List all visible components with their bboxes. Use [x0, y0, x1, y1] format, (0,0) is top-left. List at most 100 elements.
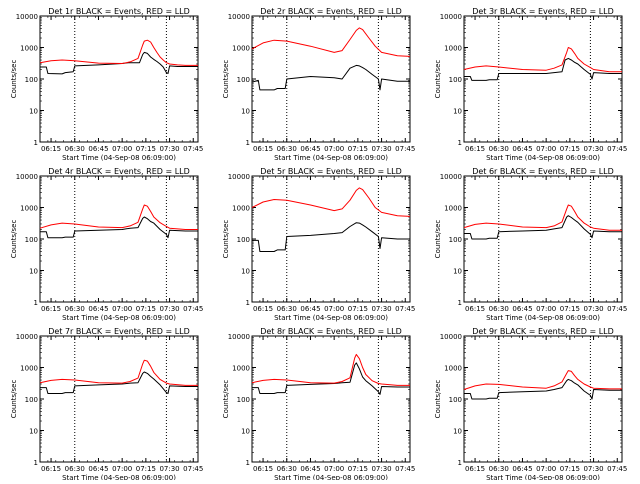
series-line-red	[251, 353, 410, 386]
x-tick-label: 07:45	[395, 305, 415, 313]
x-tick-label: 06:45	[300, 465, 320, 473]
series-line-red	[39, 39, 198, 66]
y-tick-label: 100	[25, 396, 38, 404]
y-tick-label: 1000	[232, 365, 250, 373]
x-axis-label: Start Time (04-Sep-08 06:09:00)	[62, 154, 176, 162]
y-tick-label: 1000	[232, 45, 250, 53]
y-axis-label: Counts/sec	[434, 60, 442, 99]
x-tick-label: 07:00	[536, 145, 556, 153]
series-line-black	[464, 215, 622, 240]
x-tick-label: 06:45	[88, 305, 108, 313]
x-tick-label: 06:30	[277, 465, 297, 473]
x-tick-label: 06:15	[253, 305, 273, 313]
y-axis-label: Counts/sec	[434, 220, 442, 259]
panel-8: Det 8r BLACK = Events, RED = LLD 1 10 100 10…	[222, 327, 415, 482]
y-axis-label: Counts/sec	[434, 380, 442, 419]
x-tick-label: 07:45	[183, 465, 203, 473]
x-tick-label: 06:45	[88, 145, 108, 153]
series-line-black	[40, 216, 198, 239]
x-tick-label: 06:45	[512, 305, 532, 313]
x-tick-label: 07:15	[348, 145, 368, 153]
x-tick-label: 07:00	[324, 465, 344, 473]
x-tick-label: 07:15	[136, 145, 156, 153]
panel-7: Det 7r BLACK = Events, RED = LLD 1 10 100 10…	[10, 327, 203, 482]
x-tick-label: 07:30	[159, 305, 179, 313]
x-tick-label: 06:45	[512, 145, 532, 153]
x-tick-label: 07:45	[395, 465, 415, 473]
y-axis-label: Counts/sec	[10, 220, 18, 259]
x-tick-label: 07:45	[607, 465, 627, 473]
x-axis-label: Start Time (04-Sep-08 06:09:00)	[274, 314, 388, 322]
y-tick-label: 1	[458, 299, 462, 307]
x-tick-label: 07:30	[371, 465, 391, 473]
y-tick-label: 1000	[20, 365, 38, 373]
x-tick-label: 06:15	[465, 305, 485, 313]
x-tick-label: 07:15	[348, 305, 368, 313]
x-tick-label: 06:30	[489, 305, 509, 313]
series-line-black	[40, 371, 198, 394]
y-tick-label: 10000	[16, 173, 38, 181]
panel-title: Det 1r BLACK = Events, RED = LLD	[48, 7, 190, 16]
x-tick-label: 07:30	[371, 145, 391, 153]
y-axis-label: Counts/sec	[222, 60, 230, 99]
y-tick-label: 10	[241, 268, 250, 276]
x-tick-label: 07:15	[136, 305, 156, 313]
plot-frame	[251, 175, 411, 303]
y-tick-label: 10000	[228, 173, 250, 181]
y-axis-label: Counts/sec	[222, 380, 230, 419]
y-tick-label: 1	[246, 139, 250, 147]
x-tick-label: 06:15	[41, 305, 61, 313]
x-axis-label: Start Time (04-Sep-08 06:09:00)	[486, 474, 600, 480]
x-axis-label: Start Time (04-Sep-08 06:09:00)	[486, 314, 600, 322]
y-tick-label: 100	[25, 236, 38, 244]
series-line-black	[252, 222, 410, 252]
series-line-red	[251, 187, 411, 217]
x-tick-label: 06:15	[253, 465, 273, 473]
y-tick-label: 100	[449, 236, 462, 244]
y-tick-label: 1	[246, 299, 250, 307]
y-axis-label: Counts/sec	[10, 380, 18, 419]
y-tick-label: 10000	[228, 333, 250, 341]
y-tick-label: 10000	[440, 173, 462, 181]
panel-title: Det 3r BLACK = Events, RED = LLD	[472, 7, 614, 16]
x-tick-label: 06:45	[300, 305, 320, 313]
x-tick-label: 07:30	[159, 465, 179, 473]
x-tick-label: 06:45	[300, 145, 320, 153]
x-tick-label: 07:15	[560, 305, 580, 313]
series-line-red	[463, 47, 622, 73]
y-tick-label: 10	[241, 428, 250, 436]
x-tick-label: 07:45	[183, 145, 203, 153]
x-tick-label: 07:45	[183, 305, 203, 313]
y-tick-label: 10	[453, 268, 462, 276]
y-tick-label: 1000	[444, 205, 462, 213]
x-tick-label: 07:15	[348, 465, 368, 473]
series-line-black	[40, 51, 198, 75]
y-tick-label: 100	[237, 396, 250, 404]
x-tick-label: 06:45	[512, 465, 532, 473]
y-tick-label: 10	[29, 268, 38, 276]
y-tick-label: 10	[29, 428, 38, 436]
x-tick-label: 07:45	[395, 145, 415, 153]
y-tick-label: 100	[237, 236, 250, 244]
series-line-red	[463, 370, 622, 390]
x-tick-label: 07:45	[607, 305, 627, 313]
x-axis-label: Start Time (04-Sep-08 06:09:00)	[62, 474, 176, 480]
series-line-black	[464, 378, 622, 400]
series-line-red	[39, 204, 198, 230]
series-line-black	[251, 64, 410, 91]
x-tick-label: 06:30	[277, 145, 297, 153]
x-tick-label: 07:00	[112, 145, 132, 153]
x-tick-label: 07:45	[607, 145, 627, 153]
x-tick-label: 07:30	[159, 145, 179, 153]
x-tick-label: 06:30	[489, 465, 509, 473]
x-tick-label: 07:30	[583, 145, 603, 153]
x-tick-label: 07:00	[324, 305, 344, 313]
panel-title: Det 5r BLACK = Events, RED = LLD	[260, 167, 402, 176]
x-axis-label: Start Time (04-Sep-08 06:09:00)	[62, 314, 176, 322]
x-axis-label: Start Time (04-Sep-08 06:09:00)	[274, 154, 388, 162]
y-tick-label: 1000	[20, 45, 38, 53]
series-line-red	[39, 359, 198, 386]
y-tick-label: 100	[25, 76, 38, 84]
y-tick-label: 1	[246, 459, 250, 467]
x-axis-label: Start Time (04-Sep-08 06:09:00)	[274, 474, 388, 480]
